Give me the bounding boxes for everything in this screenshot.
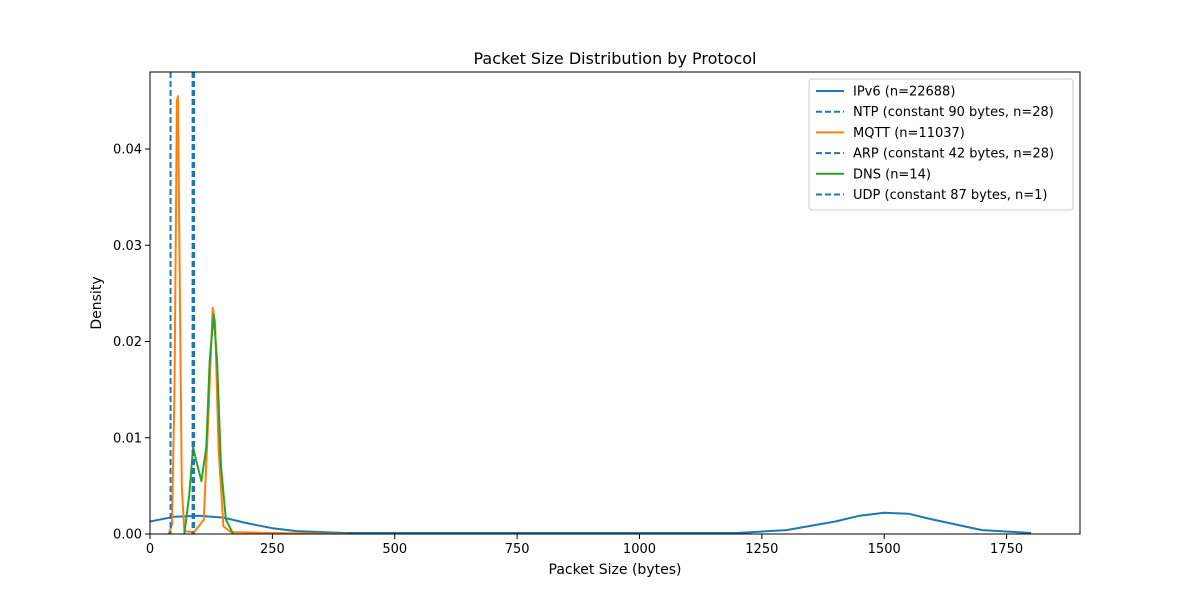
legend-box	[808, 78, 1074, 211]
plot-frame	[149, 71, 1081, 535]
x-tick-label: 1750	[990, 542, 1023, 557]
y-tick-label: 0.02	[113, 335, 142, 350]
legend-label-udp: UDP (constant 87 bytes, n=1)	[853, 188, 1047, 203]
legend-label-arp: ARP (constant 42 bytes, n=28)	[853, 147, 1054, 162]
x-tick-label: 500	[382, 542, 407, 557]
x-tick-label: 1250	[745, 542, 778, 557]
series-line-mqtt	[167, 95, 346, 534]
plot-area	[150, 72, 1032, 534]
x-tick-label: 1500	[868, 542, 901, 557]
legend-label-dns: DNS (n=14)	[853, 167, 931, 182]
y-tick-label: 0.03	[113, 239, 142, 254]
x-tick-label: 750	[505, 542, 530, 557]
x-tick-label: 250	[260, 542, 285, 557]
y-tick-label: 0.04	[113, 143, 142, 158]
y-tick-label: 0.01	[113, 431, 142, 446]
chart-title: Packet Size Distribution by Protocol	[474, 49, 757, 68]
x-axis-label: Packet Size (bytes)	[549, 562, 682, 578]
axes: 0 250 500 750 1000 1250 1500 1750 0.00 0.01 0.02 0.…	[113, 71, 1081, 557]
series-line-ipv6	[150, 511, 1032, 534]
x-tick-label: 1000	[623, 542, 656, 557]
legend-label-mqtt: MQTT (n=11037)	[853, 126, 965, 141]
x-tick-label: 0	[146, 542, 154, 557]
y-axis-label: Density	[89, 276, 105, 329]
y-tick-label: 0.00	[113, 528, 142, 543]
legend: IPv6 (n=22688) NTP (constant 90 bytes, n=…	[808, 78, 1074, 211]
legend-label-ntp: NTP (constant 90 bytes, n=28)	[853, 105, 1054, 120]
legend-label-ipv6: IPv6 (n=22688)	[853, 85, 955, 100]
